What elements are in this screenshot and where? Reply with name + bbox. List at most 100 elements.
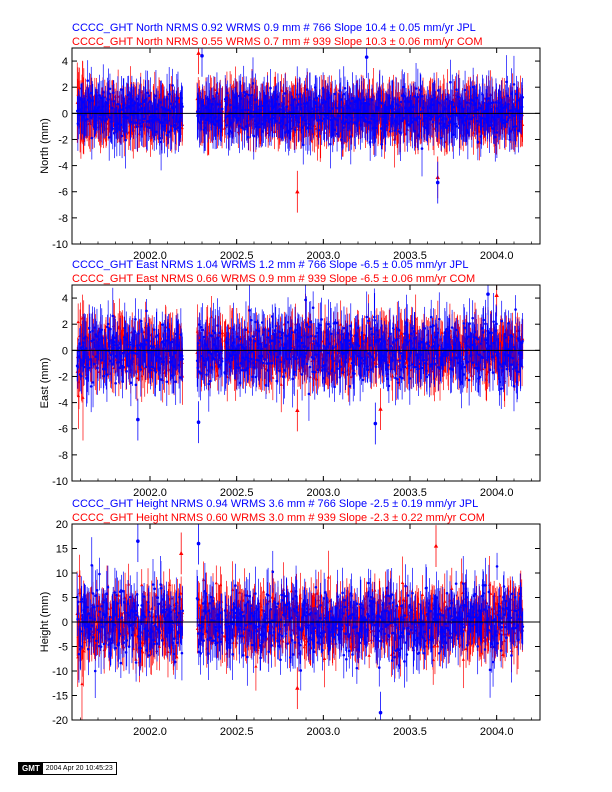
data-point <box>512 83 516 86</box>
data-point <box>76 320 80 324</box>
data-point <box>514 125 517 128</box>
data-point <box>228 103 232 107</box>
data-point <box>471 116 474 119</box>
data-point <box>105 118 108 121</box>
data-point <box>419 90 423 93</box>
data-point <box>297 125 300 128</box>
series-title-jpl: CCCC_GHT North NRMS 0.92 WRMS 0.9 mm # 7… <box>72 22 476 34</box>
data-point <box>401 119 405 122</box>
data-point <box>500 109 504 113</box>
data-point <box>465 101 469 104</box>
data-point <box>330 107 334 110</box>
data-point <box>334 117 338 121</box>
data-point <box>341 126 345 129</box>
outlier-point <box>364 55 369 59</box>
data-point <box>81 395 85 399</box>
data-point <box>520 105 524 109</box>
data-point <box>446 124 450 127</box>
data-point <box>465 128 469 132</box>
data-point <box>344 120 348 123</box>
data-point <box>480 125 483 128</box>
data-point <box>147 110 151 113</box>
data-point <box>521 95 524 99</box>
data-point <box>90 136 94 140</box>
data-point <box>167 130 170 134</box>
data-point <box>384 124 387 128</box>
x-tick-label: 2003.5 <box>393 250 427 262</box>
data-point <box>196 107 200 110</box>
y-tick-label: -8 <box>58 213 68 225</box>
data-point <box>458 102 462 105</box>
data-point <box>308 98 312 102</box>
data-point <box>166 108 170 112</box>
data-point <box>269 86 272 90</box>
data-point <box>221 331 225 335</box>
data-point <box>135 125 139 128</box>
data-point <box>124 138 127 142</box>
data-point <box>438 101 441 105</box>
data-point <box>342 92 346 96</box>
data-point <box>86 79 89 82</box>
data-point <box>401 116 405 120</box>
data-point <box>170 124 173 128</box>
data-point <box>334 106 338 110</box>
data-point <box>495 131 499 134</box>
data-point <box>507 116 511 119</box>
data-point <box>242 91 245 94</box>
data-point <box>116 102 120 106</box>
data-point <box>315 96 319 100</box>
data-point <box>305 88 309 91</box>
data-point <box>171 84 174 87</box>
data-point <box>328 109 332 113</box>
data-point <box>293 98 296 101</box>
data-point <box>505 120 509 123</box>
data-point <box>407 100 410 104</box>
series-jpl <box>76 48 524 204</box>
data-point <box>111 127 115 130</box>
data-point <box>479 106 482 110</box>
data-point <box>120 134 124 138</box>
data-point <box>370 98 374 102</box>
data-point <box>76 394 81 398</box>
data-point <box>318 131 322 135</box>
data-point <box>333 92 337 96</box>
data-point <box>475 96 479 100</box>
data-point <box>107 92 110 95</box>
data-point <box>314 377 319 381</box>
data-point <box>506 94 509 98</box>
data-point <box>271 375 275 379</box>
data-point <box>275 119 278 123</box>
data-point <box>85 117 89 121</box>
data-point <box>433 96 437 99</box>
data-point <box>488 92 492 96</box>
data-point <box>312 109 316 113</box>
data-point <box>299 103 303 106</box>
data-point <box>455 88 458 92</box>
data-point <box>219 129 223 133</box>
data-point <box>349 135 353 138</box>
data-point <box>246 108 250 112</box>
outlier-point <box>295 189 300 194</box>
data-point <box>112 100 116 103</box>
data-point <box>228 129 232 133</box>
data-point <box>508 138 512 141</box>
data-point <box>471 85 475 89</box>
data-point <box>279 382 283 386</box>
panel-2-data <box>75 285 525 445</box>
outlier-point <box>435 180 440 185</box>
data-point <box>254 98 257 102</box>
data-point <box>145 125 149 129</box>
data-point <box>440 330 444 334</box>
data-point <box>317 128 321 132</box>
data-point <box>419 110 423 113</box>
data-point <box>453 122 457 126</box>
data-point <box>394 102 398 106</box>
data-point <box>301 118 304 122</box>
data-point <box>237 116 240 120</box>
x-tick-label: 2002.5 <box>220 250 254 262</box>
data-point <box>296 103 300 106</box>
panel-1: -10 -8 -6 -4 -2 0 2 4 2002.0 2002.5 2003.0 2003.5 20… <box>39 22 541 262</box>
data-point <box>400 94 404 97</box>
data-point <box>216 103 219 106</box>
